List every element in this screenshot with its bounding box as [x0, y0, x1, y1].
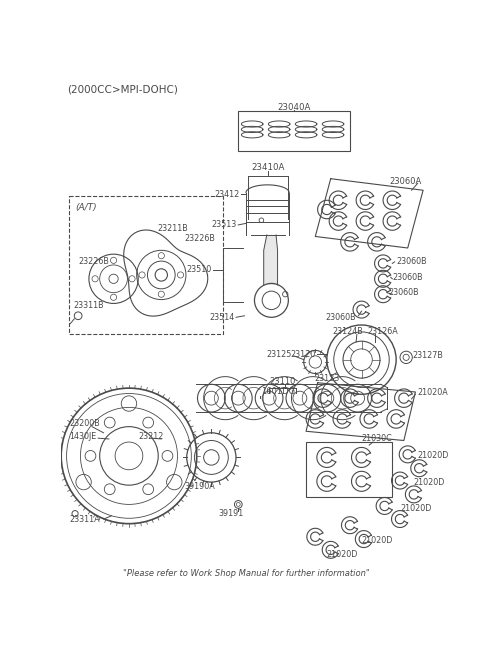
- Text: 23311B: 23311B: [73, 301, 104, 310]
- Bar: [69, 196, 223, 334]
- Text: 21020D: 21020D: [414, 478, 445, 487]
- Text: 1430JE: 1430JE: [69, 432, 96, 441]
- Text: 23120: 23120: [290, 350, 315, 359]
- Text: 23060B: 23060B: [325, 313, 356, 322]
- Text: 23212: 23212: [138, 432, 164, 441]
- Text: 23060A: 23060A: [389, 176, 421, 185]
- Text: 21020D: 21020D: [327, 550, 358, 559]
- Polygon shape: [264, 235, 277, 285]
- Text: 23410A: 23410A: [251, 162, 284, 172]
- Text: 23226B: 23226B: [78, 257, 109, 265]
- Bar: [238, 111, 350, 151]
- Text: 39191: 39191: [218, 509, 243, 518]
- Bar: [306, 442, 392, 498]
- Text: (A/T): (A/T): [75, 204, 96, 212]
- Text: "Please refer to Work Shop Manual for further information": "Please refer to Work Shop Manual for fu…: [122, 569, 370, 578]
- Text: 39190A: 39190A: [184, 482, 215, 491]
- Text: 23124B: 23124B: [332, 327, 363, 335]
- Text: 23412: 23412: [215, 189, 240, 198]
- Text: 23060B: 23060B: [392, 272, 423, 282]
- Text: 23211B: 23211B: [157, 224, 188, 233]
- Text: (2000CC>MPI-DOHC): (2000CC>MPI-DOHC): [67, 84, 178, 94]
- Text: 23200B: 23200B: [69, 419, 100, 428]
- Text: 21020D: 21020D: [418, 451, 449, 460]
- Text: 23127B: 23127B: [412, 351, 443, 360]
- Text: 23110: 23110: [269, 377, 296, 386]
- Text: 23123: 23123: [314, 375, 339, 383]
- Text: 23513: 23513: [212, 220, 237, 229]
- Text: 23040A: 23040A: [277, 103, 311, 111]
- Text: 21020D: 21020D: [400, 504, 432, 513]
- Text: 21030C: 21030C: [361, 434, 392, 443]
- Text: 23060B: 23060B: [388, 288, 419, 297]
- Text: 23311A: 23311A: [69, 515, 99, 523]
- Text: 21020D: 21020D: [361, 536, 393, 545]
- Text: 23060B: 23060B: [396, 257, 427, 267]
- Text: 21020A: 21020A: [417, 388, 448, 398]
- Text: 1601DG: 1601DG: [262, 388, 296, 396]
- Text: 23126A: 23126A: [368, 327, 398, 335]
- Text: 23510: 23510: [186, 265, 211, 274]
- Text: 23514: 23514: [209, 313, 234, 322]
- Text: 23226B: 23226B: [184, 234, 215, 243]
- Text: 23125: 23125: [267, 350, 292, 359]
